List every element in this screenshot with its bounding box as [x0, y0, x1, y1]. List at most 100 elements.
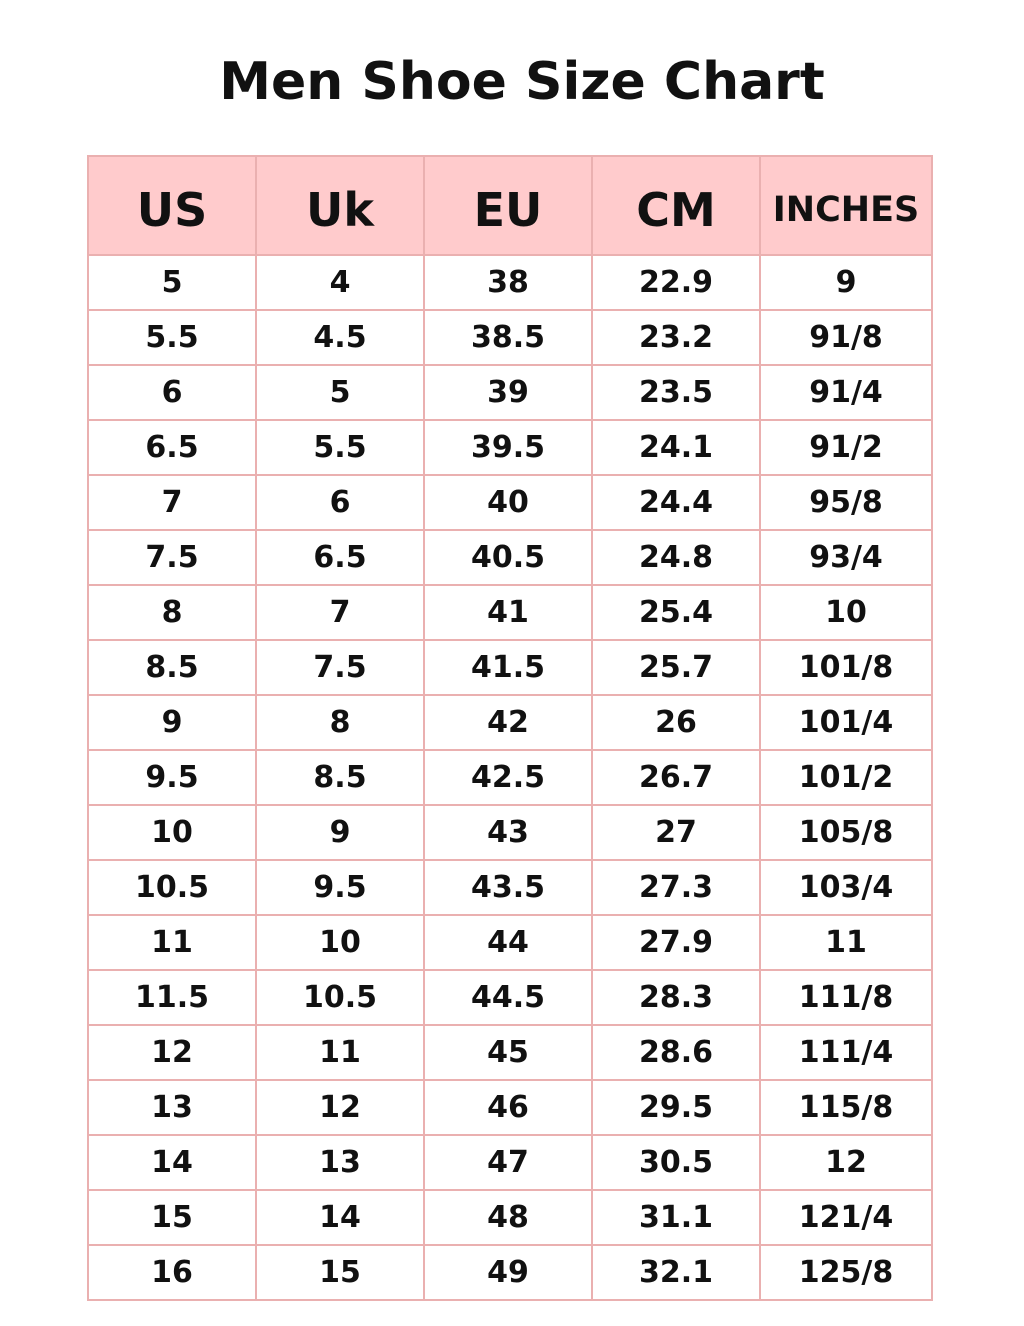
cell-eu: 41 — [423, 584, 593, 641]
cell-eu: 47 — [423, 1134, 593, 1191]
cell-inches: 91/4 — [759, 364, 933, 421]
cell-us: 7.5 — [87, 529, 257, 586]
header-us: US — [87, 155, 257, 256]
cell-inches: 101/2 — [759, 749, 933, 806]
cell-inches: 121/4 — [759, 1189, 933, 1246]
cell-cm: 28.3 — [591, 969, 761, 1026]
cell-uk: 5.5 — [255, 419, 425, 476]
cell-us: 15 — [87, 1189, 257, 1246]
cell-us: 8.5 — [87, 639, 257, 696]
cell-uk: 9.5 — [255, 859, 425, 916]
table-row: 8.5 7.5 41.5 25.7 101/8 — [87, 639, 933, 696]
cell-inches: 111/4 — [759, 1024, 933, 1081]
cell-cm: 24.1 — [591, 419, 761, 476]
cell-uk: 5 — [255, 364, 425, 421]
cell-uk: 6.5 — [255, 529, 425, 586]
cell-inches: 101/8 — [759, 639, 933, 696]
cell-cm: 26 — [591, 694, 761, 751]
cell-eu: 44.5 — [423, 969, 593, 1026]
cell-inches: 10 — [759, 584, 933, 641]
cell-inches: 101/4 — [759, 694, 933, 751]
table-row: 6 5 39 23.5 91/4 — [87, 364, 933, 421]
cell-uk: 6 — [255, 474, 425, 531]
cell-uk: 10.5 — [255, 969, 425, 1026]
cell-us: 9.5 — [87, 749, 257, 806]
table-row: 16 15 49 32.1 125/8 — [87, 1244, 933, 1301]
cell-cm: 27 — [591, 804, 761, 861]
table-row: 15 14 48 31.1 121/4 — [87, 1189, 933, 1246]
cell-us: 8 — [87, 584, 257, 641]
table-row: 10 9 43 27 105/8 — [87, 804, 933, 861]
cell-cm: 22.9 — [591, 254, 761, 311]
cell-us: 5 — [87, 254, 257, 311]
table-row: 5.5 4.5 38.5 23.2 91/8 — [87, 309, 933, 366]
cell-cm: 24.4 — [591, 474, 761, 531]
cell-cm: 26.7 — [591, 749, 761, 806]
cell-inches: 95/8 — [759, 474, 933, 531]
cell-inches: 91/8 — [759, 309, 933, 366]
cell-cm: 28.6 — [591, 1024, 761, 1081]
table-row: 9 8 42 26 101/4 — [87, 694, 933, 751]
cell-inches: 93/4 — [759, 529, 933, 586]
cell-cm: 29.5 — [591, 1079, 761, 1136]
cell-cm: 23.2 — [591, 309, 761, 366]
cell-us: 9 — [87, 694, 257, 751]
cell-eu: 38.5 — [423, 309, 593, 366]
cell-eu: 41.5 — [423, 639, 593, 696]
cell-cm: 25.7 — [591, 639, 761, 696]
cell-uk: 7.5 — [255, 639, 425, 696]
cell-cm: 23.5 — [591, 364, 761, 421]
cell-eu: 39 — [423, 364, 593, 421]
cell-eu: 38 — [423, 254, 593, 311]
cell-uk: 10 — [255, 914, 425, 971]
cell-us: 6 — [87, 364, 257, 421]
cell-uk: 13 — [255, 1134, 425, 1191]
cell-eu: 48 — [423, 1189, 593, 1246]
cell-eu: 40.5 — [423, 529, 593, 586]
cell-us: 14 — [87, 1134, 257, 1191]
cell-cm: 27.3 — [591, 859, 761, 916]
cell-us: 16 — [87, 1244, 257, 1301]
table-row: 10.5 9.5 43.5 27.3 103/4 — [87, 859, 933, 916]
cell-uk: 4 — [255, 254, 425, 311]
cell-uk: 8 — [255, 694, 425, 751]
cell-cm: 25.4 — [591, 584, 761, 641]
size-table: US Uk EU CM INCHES 5 4 38 22.9 9 5.5 4.5 38.5 23… — [87, 155, 933, 1301]
header-cm: CM — [591, 155, 761, 256]
header-row: US Uk EU CM INCHES — [87, 155, 933, 256]
cell-us: 10.5 — [87, 859, 257, 916]
cell-cm: 30.5 — [591, 1134, 761, 1191]
cell-uk: 12 — [255, 1079, 425, 1136]
cell-inches: 9 — [759, 254, 933, 311]
cell-us: 11.5 — [87, 969, 257, 1026]
table-row: 13 12 46 29.5 115/8 — [87, 1079, 933, 1136]
cell-eu: 43.5 — [423, 859, 593, 916]
cell-us: 11 — [87, 914, 257, 971]
cell-eu: 42.5 — [423, 749, 593, 806]
cell-eu: 45 — [423, 1024, 593, 1081]
cell-inches: 125/8 — [759, 1244, 933, 1301]
table-row: 5 4 38 22.9 9 — [87, 254, 933, 311]
cell-cm: 32.1 — [591, 1244, 761, 1301]
cell-inches: 11 — [759, 914, 933, 971]
cell-uk: 7 — [255, 584, 425, 641]
table-row: 7 6 40 24.4 95/8 — [87, 474, 933, 531]
cell-us: 6.5 — [87, 419, 257, 476]
cell-cm: 31.1 — [591, 1189, 761, 1246]
header-eu: EU — [423, 155, 593, 256]
header-inches: INCHES — [759, 155, 933, 256]
cell-inches: 111/8 — [759, 969, 933, 1026]
page-title: Men Shoe Size Chart — [219, 52, 825, 112]
cell-eu: 39.5 — [423, 419, 593, 476]
cell-us: 5.5 — [87, 309, 257, 366]
cell-uk: 4.5 — [255, 309, 425, 366]
cell-eu: 40 — [423, 474, 593, 531]
cell-uk: 14 — [255, 1189, 425, 1246]
cell-inches: 91/2 — [759, 419, 933, 476]
cell-us: 7 — [87, 474, 257, 531]
cell-eu: 49 — [423, 1244, 593, 1301]
cell-us: 12 — [87, 1024, 257, 1081]
table-row: 6.5 5.5 39.5 24.1 91/2 — [87, 419, 933, 476]
cell-cm: 27.9 — [591, 914, 761, 971]
cell-inches: 115/8 — [759, 1079, 933, 1136]
